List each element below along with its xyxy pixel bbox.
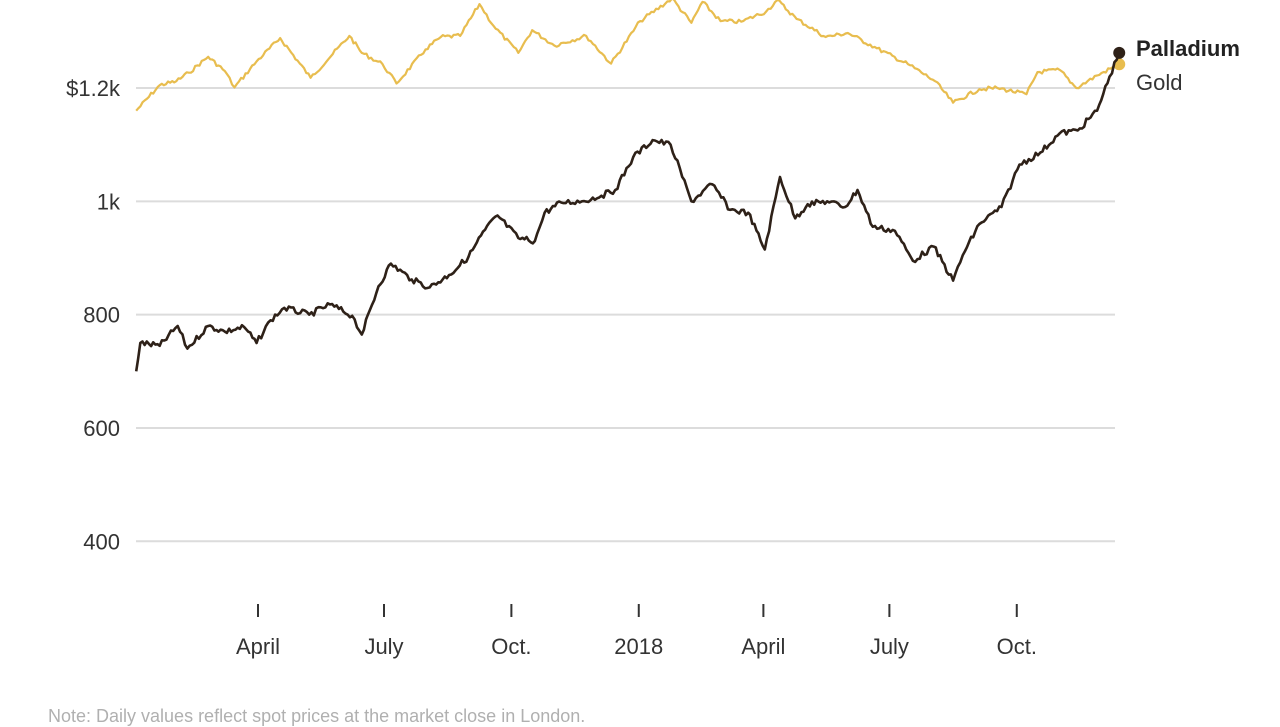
y-tick-label: 800 (83, 303, 120, 328)
x-tick-label: July (870, 634, 909, 659)
palladium-line (134, 52, 1121, 372)
x-tick-label: 2018 (614, 634, 663, 659)
y-tick-label: 1k (97, 189, 121, 214)
y-tick-label: 400 (83, 529, 120, 554)
palladium-label: Palladium (1136, 36, 1240, 61)
x-tick-label: April (236, 634, 280, 659)
gold-label: Gold (1136, 70, 1182, 95)
x-tick-label: July (364, 634, 403, 659)
x-axis: April July Oct. 2018 April July Oct. (236, 604, 1037, 659)
x-tick-label: Oct. (997, 634, 1037, 659)
gridlines (136, 87, 1115, 543)
y-axis: 400 600 800 1k $1.2k (66, 76, 121, 554)
chart-note: Note: Daily values reflect spot prices a… (48, 706, 586, 726)
y-tick-label: 600 (83, 416, 120, 441)
x-tick-label: Oct. (491, 634, 531, 659)
gold-line (135, 0, 1120, 112)
series-lines (134, 0, 1126, 372)
series-labels: Palladium Gold (1136, 36, 1240, 95)
x-tick-label: April (741, 634, 785, 659)
palladium-end-dot (1113, 46, 1126, 59)
y-tick-label: $1.2k (66, 76, 121, 101)
